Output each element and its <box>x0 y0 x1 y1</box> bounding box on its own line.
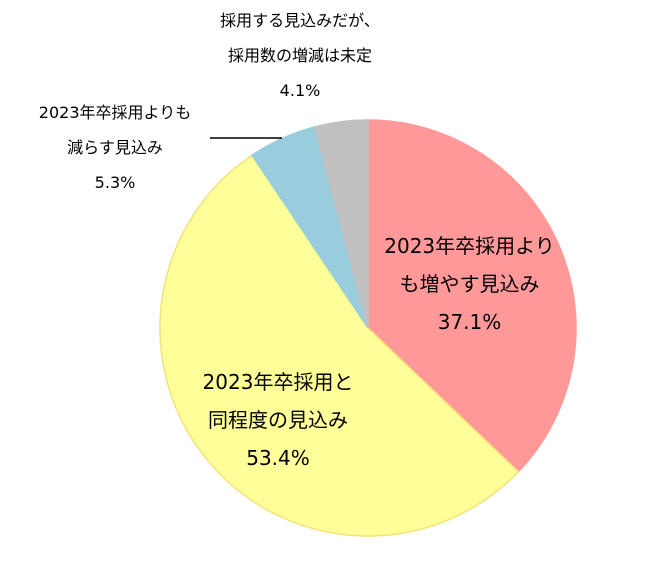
pie-slice-undecided <box>314 119 369 329</box>
pie-slice-increase <box>367 119 577 473</box>
slice-label-decrease: 2023年卒採用よりも 減らす見込み 5.3% <box>10 105 220 191</box>
pie-slice-same <box>159 154 520 537</box>
slice-label-increase-line1: 2023年卒採用より <box>384 234 555 258</box>
slice-label-same-line2: 同程度の見込み <box>208 408 348 432</box>
slice-label-decrease-pct: 5.3% <box>94 173 136 192</box>
slice-label-same: 2023年卒採用と 同程度の見込み 53.4% <box>188 372 368 468</box>
slice-label-decrease-line1: 2023年卒採用よりも <box>38 103 192 122</box>
slice-label-undecided-line2: 採用数の増減は未定 <box>227 46 372 65</box>
slice-label-undecided-pct: 4.1% <box>279 81 321 100</box>
slice-label-increase-pct: 37.1% <box>437 310 502 334</box>
slice-label-undecided: 採用する見込みだが、 採用数の増減は未定 4.1% <box>200 13 400 99</box>
slice-label-same-line1: 2023年卒採用と <box>202 370 354 394</box>
slice-label-decrease-line2: 減らす見込み <box>67 138 163 157</box>
slice-label-undecided-line1: 採用する見込みだが、 <box>220 11 380 30</box>
slice-label-increase: 2023年卒採用より も増やす見込み 37.1% <box>372 236 567 332</box>
slice-label-increase-line2: も増やす見込み <box>399 272 540 296</box>
slice-label-same-pct: 53.4% <box>246 446 310 470</box>
